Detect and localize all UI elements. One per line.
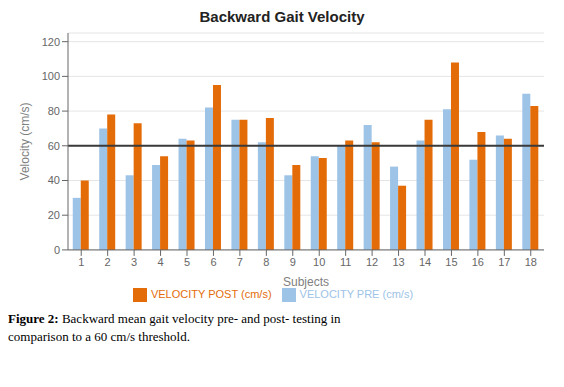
svg-text:Velocity (cm/s): Velocity (cm/s) [18,102,32,180]
html-text:Backward Gait Velocity: Backward Gait Velocity [199,8,365,25]
svg-text:18: 18 [525,256,537,268]
svg-text:3: 3 [131,256,137,268]
svg-text:11: 11 [340,256,351,268]
svg-text:7: 7 [237,256,243,268]
svg-text:5: 5 [184,256,190,268]
html-text:Figure 2: Backward mean gait v: Figure 2: Backward mean gait velocity pr… [8,311,341,326]
svg-text:120: 120 [42,36,60,48]
svg-text:1: 1 [78,256,84,268]
svg-text:80: 80 [48,105,60,117]
html-text:VELOCITY PRE (cm/s): VELOCITY PRE (cm/s) [299,287,413,300]
svg-text:13: 13 [392,256,404,268]
svg-text:100: 100 [42,70,60,82]
svg-text:Subjects: Subjects [283,275,329,289]
svg-text:14: 14 [419,256,431,268]
svg-text:0: 0 [54,244,60,256]
svg-text:40: 40 [48,174,60,186]
html-text:comparison to a 60 cm/s thresh: comparison to a 60 cm/s threshold. [8,329,190,344]
html-text:VELOCITY POST (cm/s): VELOCITY POST (cm/s) [150,287,272,300]
svg-text:2: 2 [105,256,111,268]
svg-text:15: 15 [445,256,457,268]
svg-text:12: 12 [366,256,378,268]
svg-text:10: 10 [313,256,325,268]
svg-text:9: 9 [290,256,296,268]
svg-text:8: 8 [263,256,269,268]
svg-text:16: 16 [472,256,484,268]
svg-text:60: 60 [48,140,60,152]
svg-text:17: 17 [498,256,510,268]
svg-text:6: 6 [210,256,216,268]
svg-text:4: 4 [157,256,163,268]
svg-text:20: 20 [48,209,60,221]
